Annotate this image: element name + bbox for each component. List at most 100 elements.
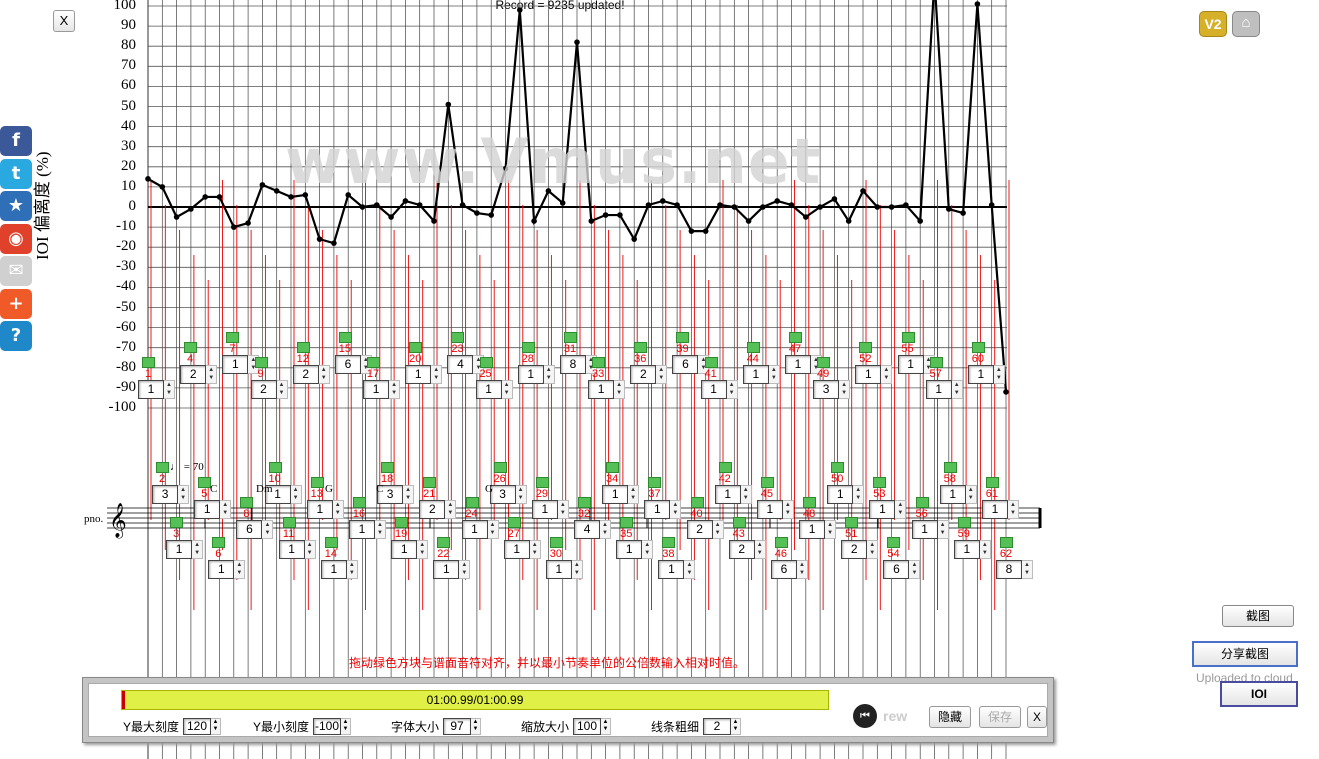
duration-stepper[interactable]: 1 ▲ ▼	[799, 520, 837, 539]
note-drag-handle[interactable]	[240, 497, 254, 508]
note-marker[interactable]: 56 1 ▲ ▼	[911, 497, 949, 539]
note-drag-handle[interactable]	[634, 342, 648, 353]
note-drag-handle[interactable]	[943, 462, 957, 473]
duration-stepper[interactable]: 1 ▲ ▼	[588, 380, 626, 399]
note-marker[interactable]: 35 1 ▲ ▼	[616, 517, 654, 559]
stepper-arrows-icon[interactable]: ▲ ▼	[178, 485, 190, 504]
duration-value[interactable]: 6	[883, 560, 910, 579]
note-drag-handle[interactable]	[873, 477, 887, 488]
stepper-arrows-icon[interactable]: ▲ ▼	[895, 500, 907, 519]
note-marker[interactable]: 7 1 ▲ ▼	[222, 332, 260, 374]
ioi-button[interactable]: IOI	[1220, 681, 1298, 707]
note-drag-handle[interactable]	[648, 477, 662, 488]
stepper-arrows-icon[interactable]: ▲ ▼	[346, 560, 358, 579]
duration-value[interactable]: 1	[475, 380, 502, 399]
duration-value[interactable]: 2	[180, 365, 207, 384]
note-drag-handle[interactable]	[212, 537, 226, 548]
duration-value[interactable]: 6	[334, 355, 361, 374]
duration-stepper[interactable]: 6 ▲ ▼	[672, 355, 710, 374]
stepper-arrows-icon[interactable]: ▲ ▼	[796, 560, 808, 579]
duration-stepper[interactable]: 2 ▲ ▼	[686, 520, 724, 539]
note-marker[interactable]: 31 8 ▲ ▼	[559, 332, 597, 374]
note-marker[interactable]: 10 1 ▲ ▼	[264, 462, 302, 504]
note-drag-handle[interactable]	[957, 517, 971, 528]
note-marker[interactable]: 24 1 ▲ ▼	[461, 497, 499, 539]
stepper-arrows-icon[interactable]: ▲ ▼	[543, 365, 555, 384]
note-drag-handle[interactable]	[620, 517, 634, 528]
note-marker[interactable]: 48 1 ▲ ▼	[799, 497, 837, 539]
note-marker[interactable]: 6 1 ▲ ▼	[208, 537, 246, 579]
stepper-arrows-icon[interactable]: ▲ ▼	[601, 718, 612, 735]
note-marker[interactable]: 20 1 ▲ ▼	[405, 342, 443, 384]
stepper-arrows-icon[interactable]: ▲ ▼	[374, 520, 386, 539]
duration-stepper[interactable]: 1 ▲ ▼	[264, 485, 302, 504]
note-marker[interactable]: 47 1 ▲ ▼	[785, 332, 823, 374]
v2-badge[interactable]: V2	[1199, 11, 1227, 37]
note-marker[interactable]: 45 1 ▲ ▼	[756, 477, 794, 519]
duration-value[interactable]: 1	[433, 560, 460, 579]
duration-value[interactable]: 1	[714, 485, 741, 504]
note-marker[interactable]: 17 1 ▲ ▼	[363, 357, 401, 399]
stepper-arrows-icon[interactable]: ▲ ▼	[881, 365, 893, 384]
duration-value[interactable]: 2	[250, 380, 277, 399]
duration-value[interactable]: 1	[306, 500, 333, 519]
duration-value[interactable]: 2	[841, 540, 868, 559]
note-drag-handle[interactable]	[451, 332, 465, 343]
note-marker[interactable]: 41 1 ▲ ▼	[700, 357, 738, 399]
note-drag-handle[interactable]	[142, 357, 155, 368]
stepper-arrows-icon[interactable]: ▲ ▼	[740, 485, 752, 504]
duration-stepper[interactable]: 4 ▲ ▼	[447, 355, 485, 374]
note-marker[interactable]: 22 1 ▲ ▼	[433, 537, 471, 579]
stepper-arrows-icon[interactable]: ▲ ▼	[515, 485, 527, 504]
note-drag-handle[interactable]	[592, 357, 606, 368]
stepper-arrows-icon[interactable]: ▲ ▼	[403, 485, 415, 504]
duration-value[interactable]: 1	[602, 485, 629, 504]
duration-stepper[interactable]: 4 ▲ ▼	[574, 520, 612, 539]
duration-stepper[interactable]: 2 ▲ ▼	[841, 540, 879, 559]
note-marker[interactable]: 54 6 ▲ ▼	[883, 537, 921, 579]
stepper-arrows-icon[interactable]: ▲ ▼	[670, 500, 682, 519]
note-drag-handle[interactable]	[338, 332, 352, 343]
duration-stepper[interactable]: 1 ▲ ▼	[967, 365, 1005, 384]
note-drag-handle[interactable]	[423, 477, 437, 488]
duration-value[interactable]: 1	[588, 380, 615, 399]
note-drag-handle[interactable]	[803, 497, 817, 508]
duration-value[interactable]: 1	[785, 355, 812, 374]
note-marker[interactable]: 43 2 ▲ ▼	[728, 517, 766, 559]
note-drag-handle[interactable]	[352, 497, 366, 508]
note-drag-handle[interactable]	[845, 517, 859, 528]
stepper-arrows-icon[interactable]: ▲ ▼	[234, 560, 246, 579]
note-drag-handle[interactable]	[367, 357, 381, 368]
note-marker[interactable]: 42 1 ▲ ▼	[714, 462, 752, 504]
note-drag-handle[interactable]	[859, 342, 873, 353]
note-drag-handle[interactable]	[718, 462, 732, 473]
duration-value[interactable]: 1	[981, 500, 1008, 519]
stepper-arrows-icon[interactable]: ▲ ▼	[768, 365, 780, 384]
duration-stepper[interactable]: 1 ▲ ▼	[475, 380, 513, 399]
note-marker[interactable]: 55 1 ▲ ▼	[897, 332, 935, 374]
duration-value[interactable]: 1	[222, 355, 249, 374]
duration-value[interactable]: 4	[574, 520, 601, 539]
duration-stepper[interactable]: 1 ▲ ▼	[278, 540, 316, 559]
duration-value[interactable]: 1	[461, 520, 488, 539]
note-marker[interactable]: 13 1 ▲ ▼	[306, 477, 344, 519]
note-drag-handle[interactable]	[324, 537, 338, 548]
note-marker[interactable]: 33 1 ▲ ▼	[588, 357, 626, 399]
note-drag-handle[interactable]	[662, 537, 676, 548]
stepper-arrows-icon[interactable]: ▲ ▼	[951, 380, 963, 399]
note-drag-handle[interactable]	[282, 517, 296, 528]
note-marker[interactable]: 51 2 ▲ ▼	[841, 517, 879, 559]
note-drag-handle[interactable]	[1000, 537, 1013, 548]
note-marker[interactable]: 37 1 ▲ ▼	[644, 477, 682, 519]
stepper-arrows-icon[interactable]: ▲ ▼	[1022, 560, 1033, 579]
duration-stepper[interactable]: 8 ▲ ▼	[996, 560, 1033, 579]
duration-value[interactable]: 2	[630, 365, 657, 384]
stepper-arrows-icon[interactable]: ▲ ▼	[206, 365, 218, 384]
duration-stepper[interactable]: 1 ▲ ▼	[222, 355, 260, 374]
note-marker[interactable]: 4 2 ▲ ▼	[180, 342, 218, 384]
stepper-arrows-icon[interactable]: ▲ ▼	[471, 718, 482, 735]
note-marker[interactable]: 34 1 ▲ ▼	[602, 462, 640, 504]
duration-stepper[interactable]: 1 ▲ ▼	[461, 520, 499, 539]
stepper-arrows-icon[interactable]: ▲ ▼	[332, 500, 344, 519]
duration-stepper[interactable]: 1 ▲ ▼	[306, 500, 344, 519]
